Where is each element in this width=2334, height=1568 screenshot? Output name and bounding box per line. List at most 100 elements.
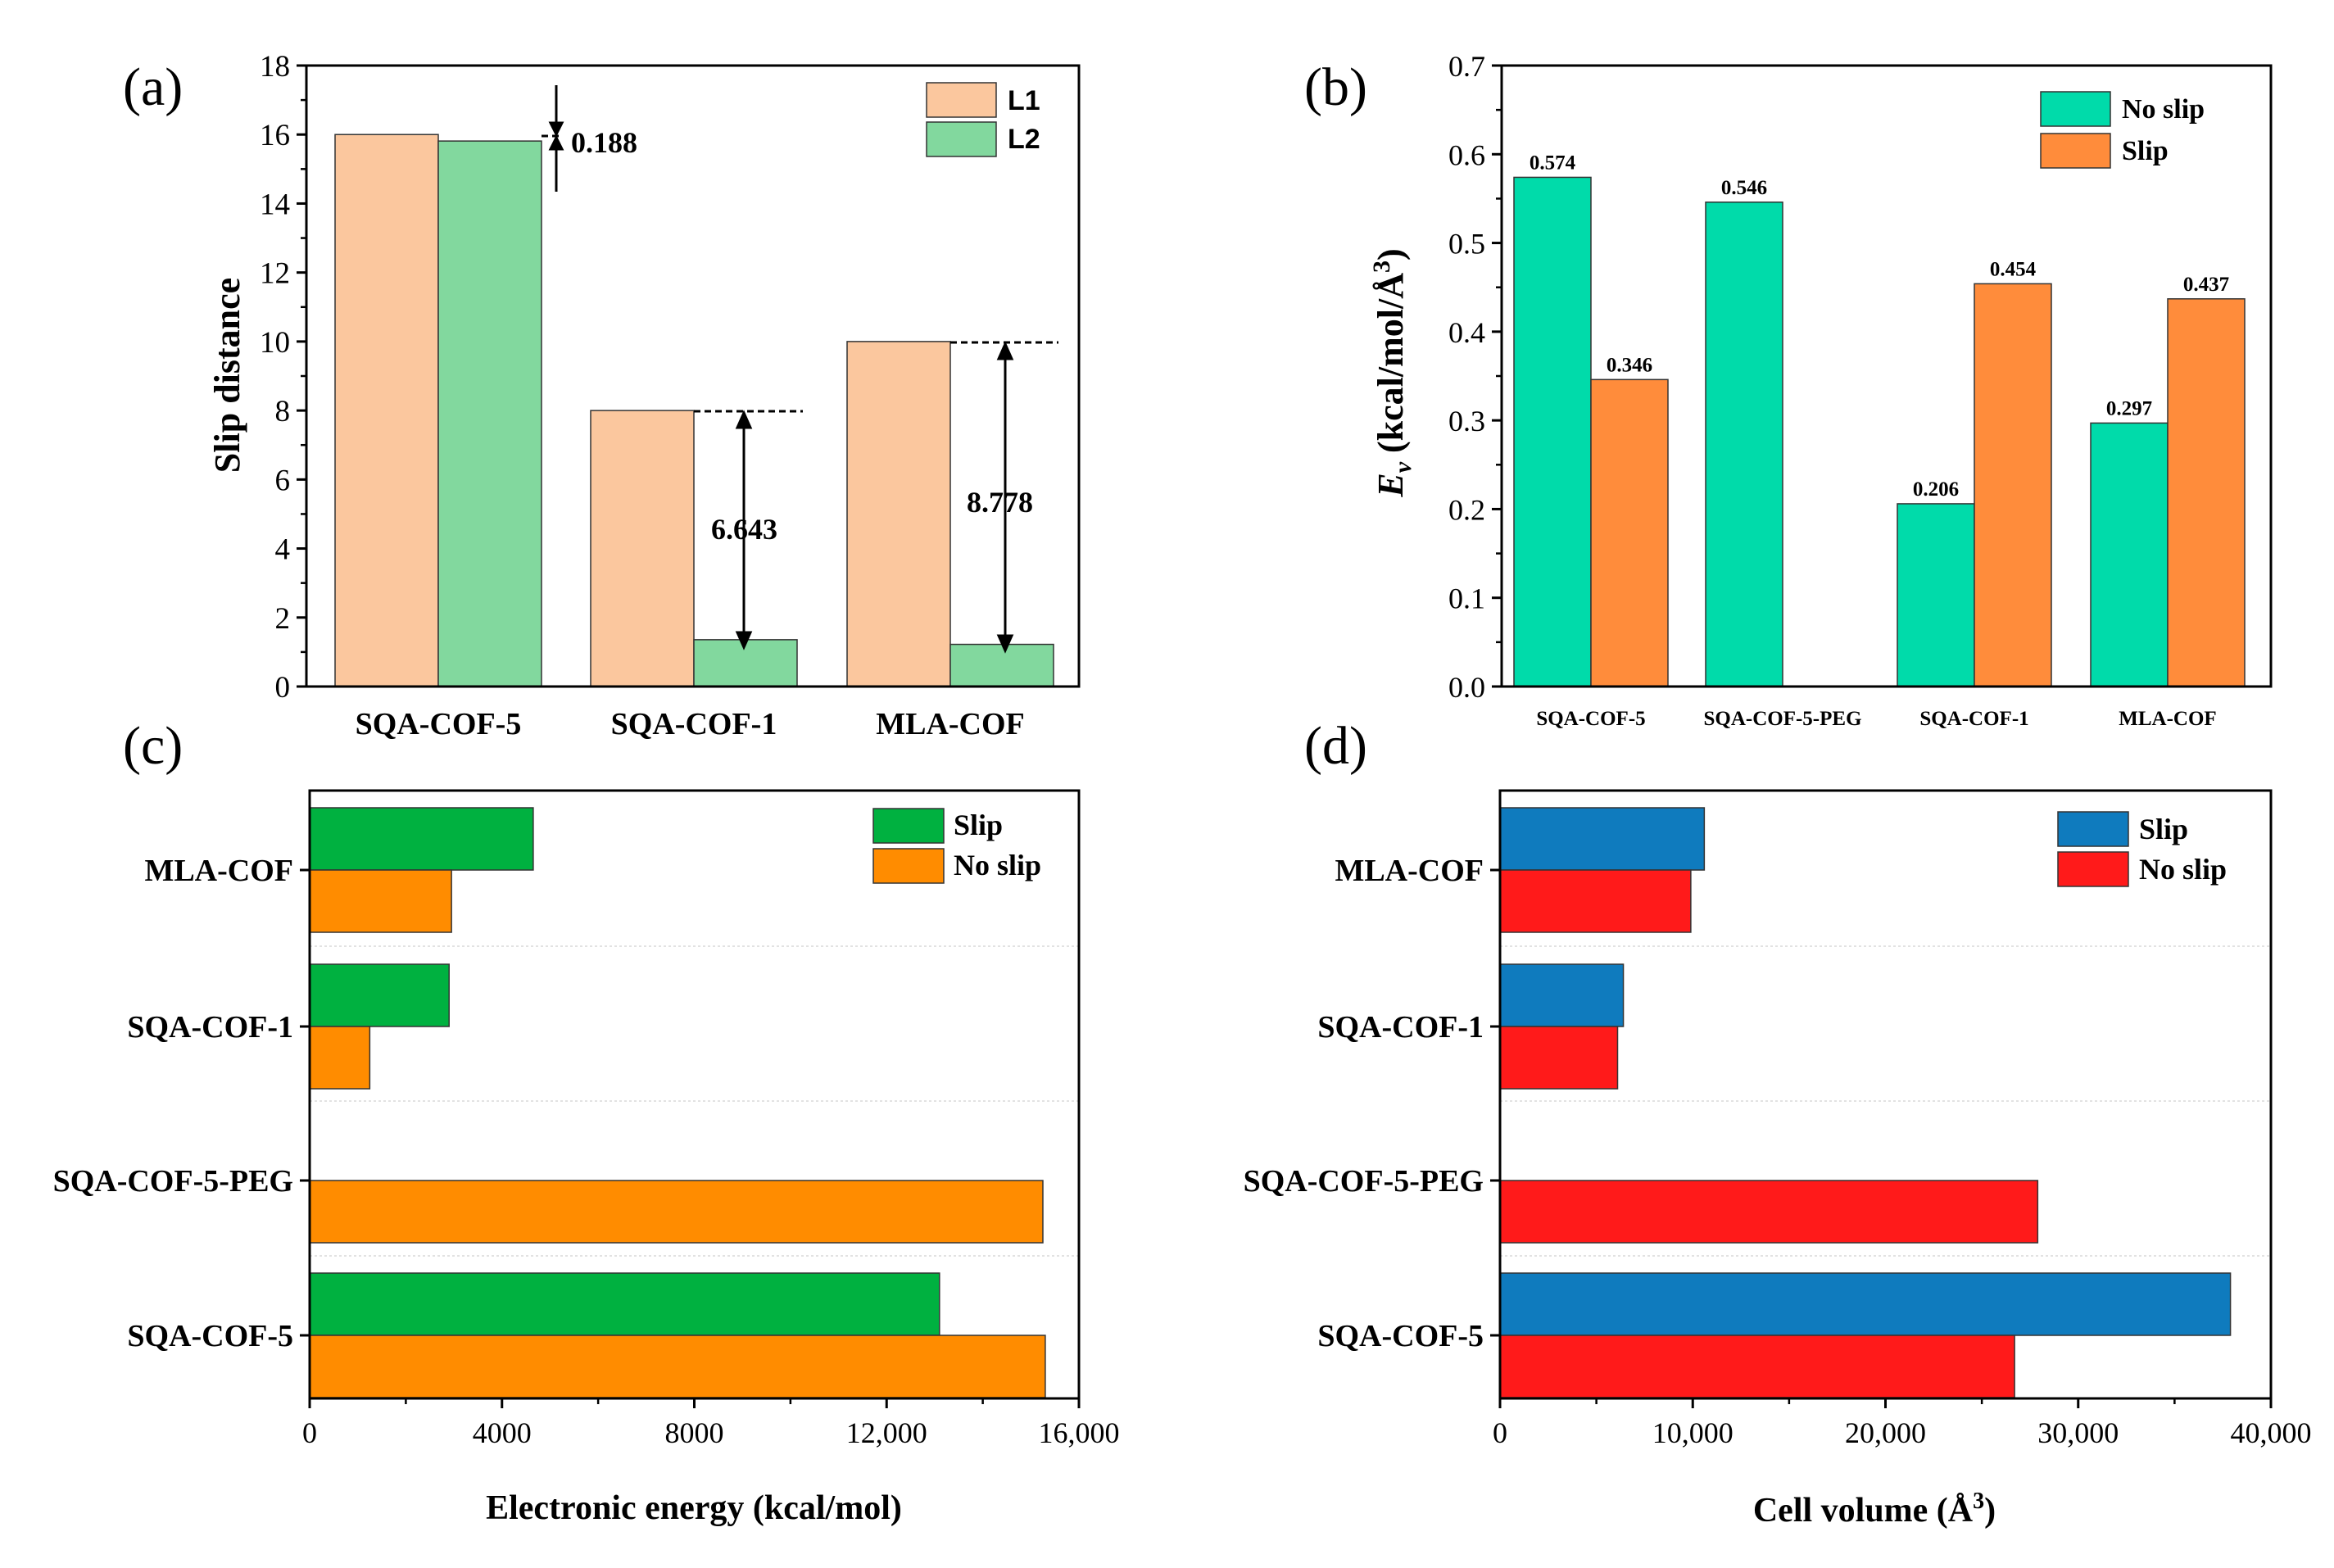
- panel-c-x-axis-title: Electronic energy (kcal/mol): [486, 1489, 902, 1527]
- bar-no-slip-sqa-cof-1: [309, 1026, 371, 1090]
- annotation-label: 0.188: [571, 126, 637, 159]
- arrowhead: [996, 634, 1014, 654]
- y-tick-label: 0.6: [1448, 138, 1485, 171]
- panel-c-axes: SQA-COF-5 SQA-COF-5-PEG SQA-COF-1 MLA-COF 0 4…: [53, 789, 1120, 1449]
- x-tick-label: 16,000: [1039, 1416, 1120, 1449]
- panel-c-bars: [309, 807, 1046, 1398]
- panel-c-gridlines: [310, 945, 1079, 1257]
- legend-label-l1: L1: [1008, 85, 1040, 116]
- panel-a-label: (a): [123, 57, 183, 117]
- panel-a: (a) Slip distance 0.188 6.643 8.778 SQA-…: [123, 50, 1081, 741]
- x-tick-label: SQA-COF-1: [1919, 708, 2028, 730]
- y-tick-label: SQA-COF-5: [1317, 1319, 1484, 1353]
- x-tick-label: 8000: [665, 1416, 724, 1449]
- data-label: 0.454: [1990, 258, 2037, 280]
- bar-no-slip-sqa-cof-5-peg: [309, 1180, 1044, 1244]
- y-tick-label: 0.7: [1448, 50, 1485, 83]
- y-tick-label: SQA-COF-5: [127, 1319, 293, 1353]
- panel-a-y-axis-title: Slip distance: [207, 278, 247, 473]
- x-tick-label: 10,000: [1652, 1416, 1734, 1449]
- panel-d-gridlines: [1500, 945, 2271, 1257]
- bar-no-slip-sqa-cof-5: [309, 1335, 1046, 1398]
- bar-no-slip-mla-cof: [2090, 422, 2169, 687]
- legend-swatch-l2: [926, 121, 997, 157]
- arrowhead: [548, 134, 564, 151]
- arrowhead: [548, 121, 564, 138]
- panel-c: (c) Electronic energy (kcal/mol) SQA-COF…: [53, 716, 1120, 1527]
- panel-b-y-axis-title: Ev (kcal/mol/Å3): [1368, 248, 1416, 497]
- panel-d-legend: Slip No slip: [2057, 811, 2227, 887]
- bar-no-slip-sqa-cof-5-peg: [1705, 202, 1783, 687]
- y-tick-label: 18: [260, 50, 290, 84]
- x-tick-label: 4000: [473, 1416, 532, 1449]
- legend-swatch-slip: [2040, 133, 2111, 169]
- y-tick-label: 16: [260, 119, 290, 152]
- y-tick-label: 12: [260, 257, 290, 291]
- x-tick-label: 12,000: [846, 1416, 927, 1449]
- data-label: 0.346: [1607, 354, 1652, 376]
- y-tick-label: SQA-COF-5-PEG: [1244, 1164, 1484, 1199]
- data-label: 0.297: [2106, 397, 2152, 419]
- y-tick-label: 0.4: [1448, 316, 1485, 349]
- x-tick-label: 40,000: [2231, 1416, 2312, 1449]
- y-tick-label: MLA-COF: [144, 854, 293, 888]
- arrowhead: [996, 341, 1014, 360]
- data-label: 0.437: [2183, 274, 2229, 296]
- panel-d-x-axis-title: Cell volume (Å3): [1753, 1489, 1996, 1529]
- y-tick-label: 6: [275, 464, 291, 497]
- annotation-label: 8.778: [967, 486, 1033, 519]
- bar-slip-mla-cof: [1499, 807, 1706, 871]
- legend-swatch-no-slip: [2057, 851, 2129, 887]
- y-tick-label: 10: [260, 326, 290, 360]
- data-label: 0.546: [1721, 177, 1767, 199]
- legend-swatch-slip: [2057, 811, 2129, 847]
- panel-d-label: (d): [1304, 716, 1367, 776]
- legend-swatch-l1: [926, 82, 997, 118]
- legend-swatch-no-slip: [2040, 91, 2111, 127]
- bar-slip-sqa-cof-5: [309, 1272, 940, 1336]
- bar-l1-mla-cof: [846, 341, 951, 687]
- data-label: 0.206: [1913, 478, 1959, 501]
- legend-label-l2: L2: [1008, 124, 1040, 155]
- panel-b-bars: 0.574 0.346 0.546 0.206 0.454 0.297 0.437: [1513, 152, 2246, 687]
- legend-label-slip: Slip: [954, 809, 1003, 841]
- legend-swatch-slip: [872, 808, 945, 844]
- panel-a-legend: L1 L2: [926, 82, 1040, 157]
- panel-d-axes: SQA-COF-5 SQA-COF-5-PEG SQA-COF-1 MLA-COF 0 1…: [1244, 789, 2312, 1449]
- y-tick-label: 8: [275, 395, 291, 428]
- bar-l1-sqa-cof-5: [334, 134, 439, 687]
- bar-no-slip-sqa-cof-1: [1499, 1026, 1619, 1090]
- panel-a-annotations: [542, 85, 1058, 654]
- panel-a-axes: SQA-COF-5 SQA-COF-1 MLA-COF 0 2 4 6 8 10 12 14 16 18: [260, 50, 1081, 741]
- x-tick-label: SQA-COF-5: [356, 707, 522, 741]
- y-tick-label: 0.0: [1448, 671, 1485, 704]
- x-tick-label: SQA-COF-5: [1536, 708, 1645, 730]
- bar-no-slip-mla-cof: [1499, 869, 1692, 933]
- legend-label-slip: Slip: [2139, 813, 2188, 845]
- bar-slip-sqa-cof-5: [1590, 378, 1669, 687]
- legend-swatch-no-slip: [872, 848, 945, 884]
- bar-slip-mla-cof: [2167, 298, 2246, 687]
- y-tick-label: 0.1: [1448, 582, 1485, 615]
- bar-no-slip-sqa-cof-1: [1897, 503, 1975, 687]
- legend-label-no-slip: No slip: [2139, 853, 2227, 886]
- panel-b-legend: No slip Slip: [2040, 91, 2205, 169]
- x-tick-label: 20,000: [1845, 1416, 1926, 1449]
- bar-l2-sqa-cof-5: [437, 140, 542, 687]
- y-tick-label: 0: [275, 671, 291, 705]
- bar-no-slip-sqa-cof-5-peg: [1499, 1180, 2039, 1244]
- arrowhead: [735, 631, 753, 650]
- bar-slip-sqa-cof-1: [309, 963, 450, 1027]
- bar-l2-mla-cof: [949, 643, 1054, 687]
- annotation-label: 6.643: [711, 513, 777, 546]
- panel-b: (b) Ev (kcal/mol/Å3) 0.5740.3460.5460.20…: [1304, 50, 2273, 730]
- bar-no-slip-sqa-cof-5: [1513, 176, 1592, 687]
- bar-slip-sqa-cof-1: [1974, 283, 2052, 687]
- panel-c-label: (c): [123, 716, 183, 776]
- panel-c-legend: Slip No slip: [872, 808, 1041, 884]
- arrowhead: [735, 410, 753, 429]
- legend-label-no-slip: No slip: [2122, 94, 2205, 125]
- y-tick-label: 2: [275, 602, 291, 636]
- data-label: 0.574: [1530, 152, 1576, 174]
- bar-slip-sqa-cof-5: [1499, 1272, 2232, 1336]
